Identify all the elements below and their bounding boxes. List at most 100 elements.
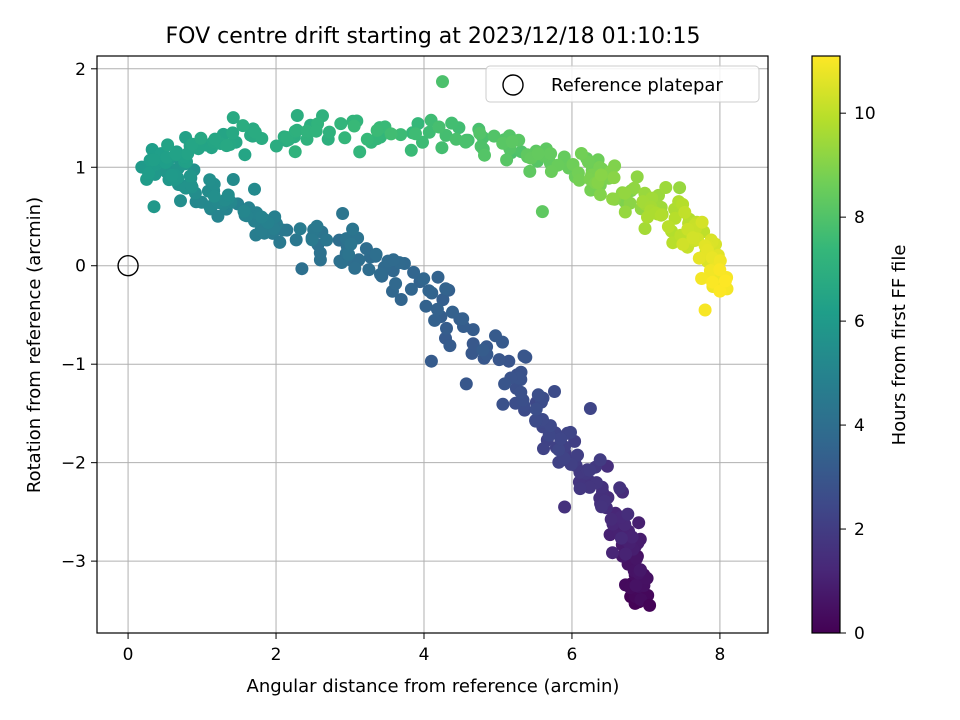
y-axis-label: Rotation from reference (arcmin)	[24, 197, 45, 493]
data-point	[459, 135, 473, 149]
data-point	[409, 127, 422, 141]
data-point	[673, 181, 687, 195]
reference-platepar-marker	[117, 255, 139, 277]
data-point	[571, 448, 584, 462]
data-point	[430, 302, 444, 316]
data-point	[269, 139, 283, 153]
data-point	[422, 125, 436, 139]
data-point	[147, 153, 161, 167]
data-point	[338, 131, 352, 145]
data-point	[238, 148, 252, 162]
data-point	[621, 507, 635, 521]
data-point	[313, 253, 327, 267]
data-point	[237, 204, 251, 218]
plot-area	[96, 55, 769, 634]
colorbar-tick-label: 8	[854, 208, 865, 228]
data-point	[424, 354, 438, 368]
colorbar: 0 2 4 6 8 10 Hours from first FF file	[811, 55, 910, 644]
data-point	[517, 349, 531, 363]
legend-entry-label: Reference platepar	[551, 75, 723, 96]
data-point	[698, 303, 712, 317]
data-point	[207, 189, 221, 203]
x-tick-label: 0	[123, 645, 134, 665]
data-point	[564, 425, 577, 439]
data-point	[445, 116, 459, 130]
colorbar-tick-label: 10	[854, 104, 876, 124]
data-point	[273, 235, 287, 249]
data-point	[496, 397, 510, 411]
data-point	[440, 321, 453, 335]
data-point	[347, 119, 361, 133]
colorbar-ticks: 0 2 4 6 8 10	[840, 104, 876, 644]
data-point	[535, 205, 549, 219]
data-point	[443, 339, 457, 353]
data-point	[692, 251, 706, 265]
data-point	[446, 305, 459, 319]
data-point	[619, 547, 633, 561]
data-point	[394, 128, 408, 142]
data-point	[606, 192, 620, 206]
data-point	[456, 312, 470, 326]
data-point	[606, 546, 619, 560]
data-point	[428, 313, 442, 327]
y-tick-label: 1	[75, 158, 86, 178]
data-point	[718, 274, 732, 288]
data-point	[643, 598, 657, 612]
data-point	[473, 126, 487, 140]
data-point	[407, 265, 421, 279]
data-point	[320, 233, 334, 247]
data-point	[431, 270, 445, 284]
data-point	[290, 109, 304, 122]
data-point	[529, 414, 543, 428]
data-point	[492, 353, 506, 367]
colorbar-tick-label: 4	[854, 416, 865, 436]
data-point	[505, 135, 519, 149]
data-point	[633, 563, 647, 577]
data-point	[288, 145, 302, 159]
data-point	[638, 222, 652, 235]
data-point	[542, 428, 556, 442]
data-point	[344, 237, 358, 251]
data-point	[703, 264, 717, 278]
data-point	[544, 165, 558, 178]
data-point	[386, 253, 400, 267]
data-point	[713, 284, 727, 298]
data-point	[404, 282, 418, 296]
data-point	[404, 143, 418, 157]
y-tick-label: 0	[75, 257, 86, 277]
data-point	[422, 284, 436, 298]
data-point	[419, 299, 433, 313]
data-point	[334, 117, 348, 131]
x-axis-ticks: 0 2 4 6 8	[123, 633, 725, 665]
colorbar-tick-label: 0	[854, 624, 865, 644]
y-tick-label: −1	[61, 355, 86, 375]
data-point	[593, 188, 607, 202]
data-point	[360, 132, 374, 146]
data-point	[531, 388, 545, 402]
data-point	[226, 111, 240, 125]
colorbar-tick-label: 6	[854, 312, 865, 332]
data-point	[435, 141, 449, 155]
data-point	[183, 169, 197, 183]
data-point	[346, 222, 360, 236]
legend: Reference platepar	[485, 65, 760, 103]
data-point	[289, 233, 303, 247]
data-point	[678, 205, 692, 219]
data-point	[220, 139, 234, 153]
data-point	[544, 147, 558, 161]
data-point	[706, 275, 719, 289]
data-point	[436, 75, 449, 89]
data-point	[295, 262, 309, 276]
data-point	[417, 272, 431, 286]
data-point	[165, 168, 179, 182]
data-point	[476, 343, 490, 357]
x-tick-label: 2	[271, 645, 282, 665]
data-point	[174, 194, 187, 208]
data-point	[629, 579, 643, 592]
data-point	[466, 337, 480, 351]
data-point	[226, 173, 240, 186]
data-point	[618, 205, 632, 219]
data-point	[695, 215, 709, 229]
data-point	[630, 170, 644, 184]
